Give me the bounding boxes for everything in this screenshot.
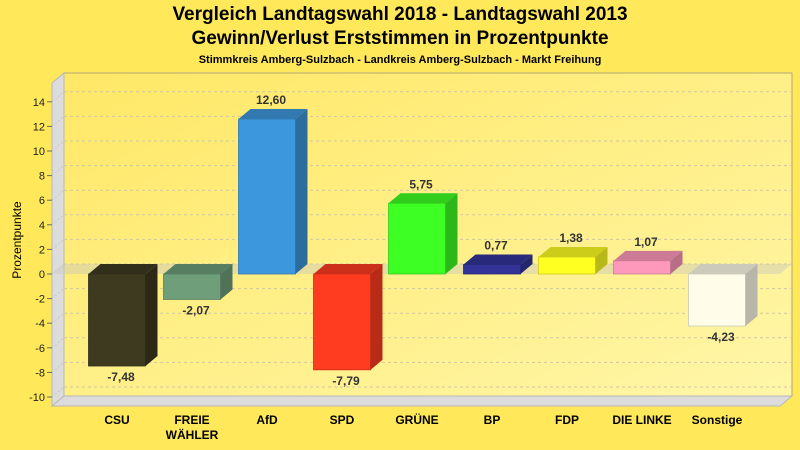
bar-front bbox=[463, 264, 521, 275]
data-label: -2,07 bbox=[182, 303, 210, 317]
chart-title: Vergleich Landtagswahl 2018 - Landtagswa… bbox=[172, 4, 628, 25]
bar bbox=[238, 109, 308, 275]
data-label: -7,48 bbox=[107, 370, 135, 384]
gridline-side bbox=[51, 116, 65, 127]
y-tick-label: 10 bbox=[33, 146, 45, 158]
gridline-side bbox=[51, 91, 65, 103]
y-tick-label: 12 bbox=[33, 121, 45, 133]
bar-front bbox=[163, 273, 221, 300]
bar-side bbox=[445, 193, 458, 274]
x-tick-label: BP bbox=[484, 413, 501, 427]
data-label: 12,60 bbox=[256, 93, 286, 107]
gridline-side bbox=[51, 214, 65, 226]
bar-side bbox=[520, 254, 533, 274]
y-tick-label: -8 bbox=[35, 367, 45, 379]
x-tick-label: DIE LINKE bbox=[612, 413, 671, 427]
bar-front bbox=[388, 202, 446, 275]
bar-top bbox=[88, 264, 158, 274]
bar-side bbox=[745, 264, 758, 327]
gridline-side bbox=[51, 337, 65, 349]
bar bbox=[538, 247, 608, 275]
bar bbox=[463, 254, 533, 275]
y-tick-label: 0 bbox=[39, 269, 45, 281]
gridline-side bbox=[51, 189, 65, 201]
x-tick-label: GRÜNE bbox=[395, 412, 438, 427]
x-tick-label: FDP bbox=[555, 413, 579, 427]
bar-side bbox=[220, 264, 233, 300]
gridline-side bbox=[51, 362, 65, 373]
data-label: 5,75 bbox=[409, 177, 433, 191]
bar bbox=[688, 264, 758, 327]
bar-front bbox=[613, 260, 671, 275]
y-tick-label: 8 bbox=[39, 171, 45, 183]
gridline-side bbox=[51, 140, 65, 152]
bar bbox=[613, 250, 683, 275]
y-tick-label: 4 bbox=[39, 220, 45, 232]
bar bbox=[88, 264, 158, 367]
data-label: 0,77 bbox=[484, 239, 508, 253]
y-tick-label: -4 bbox=[35, 318, 45, 330]
bar-front bbox=[313, 273, 371, 371]
bar-top bbox=[688, 264, 758, 274]
bar-front bbox=[88, 273, 146, 367]
x-tick-label: SPD bbox=[330, 413, 355, 427]
bar bbox=[388, 193, 458, 275]
x-tick-label: WÄHLER bbox=[166, 427, 219, 442]
x-tick-label: AfD bbox=[256, 413, 278, 427]
bar-front bbox=[238, 118, 296, 275]
bar-top bbox=[388, 193, 458, 204]
bar-top bbox=[538, 247, 608, 258]
bar-side bbox=[670, 250, 683, 274]
x-tick-label: FREIE bbox=[174, 413, 209, 427]
bar-front bbox=[538, 256, 596, 275]
y-tick-label: 2 bbox=[39, 244, 45, 256]
bar-front bbox=[688, 273, 746, 327]
bar-side bbox=[370, 264, 383, 370]
gridline-side bbox=[51, 263, 65, 275]
data-label: -7,79 bbox=[332, 374, 360, 388]
y-tick-label: 6 bbox=[39, 195, 45, 207]
bar-top bbox=[613, 250, 683, 261]
y-tick-label: -2 bbox=[35, 294, 45, 306]
x-tick-label: Sonstige bbox=[692, 413, 743, 427]
bar-top bbox=[163, 264, 233, 274]
bar-side bbox=[295, 109, 308, 275]
y-tick-label: -6 bbox=[35, 343, 45, 355]
plot-floor bbox=[50, 395, 794, 407]
gridline-side bbox=[51, 239, 65, 250]
bar-side bbox=[145, 264, 158, 367]
plot-side-wall bbox=[51, 71, 65, 408]
data-label: -4,23 bbox=[707, 330, 735, 344]
bar bbox=[313, 264, 383, 371]
gridline-side bbox=[51, 312, 65, 324]
y-tick-label: 14 bbox=[33, 97, 45, 109]
chart-subtitle: Gewinn/Verlust Erststimmen in Prozentpun… bbox=[191, 28, 609, 49]
x-tick-label: CSU bbox=[104, 413, 129, 427]
bar bbox=[163, 264, 233, 300]
y-tick-label: -10 bbox=[29, 392, 45, 404]
gridline-side bbox=[51, 386, 65, 398]
gridline-side bbox=[51, 165, 65, 176]
bar-top bbox=[313, 264, 383, 274]
data-label: 1,07 bbox=[634, 235, 658, 249]
bar-side bbox=[595, 247, 608, 274]
bar-top bbox=[238, 109, 308, 120]
bar-top bbox=[463, 254, 533, 265]
gridline-side bbox=[51, 288, 65, 299]
data-label: 1,38 bbox=[559, 231, 583, 245]
chart-subsubtitle: Stimmkreis Amberg-Sulzbach - Landkreis A… bbox=[198, 54, 602, 66]
y-axis-label: Prozentpunkte bbox=[10, 201, 24, 279]
